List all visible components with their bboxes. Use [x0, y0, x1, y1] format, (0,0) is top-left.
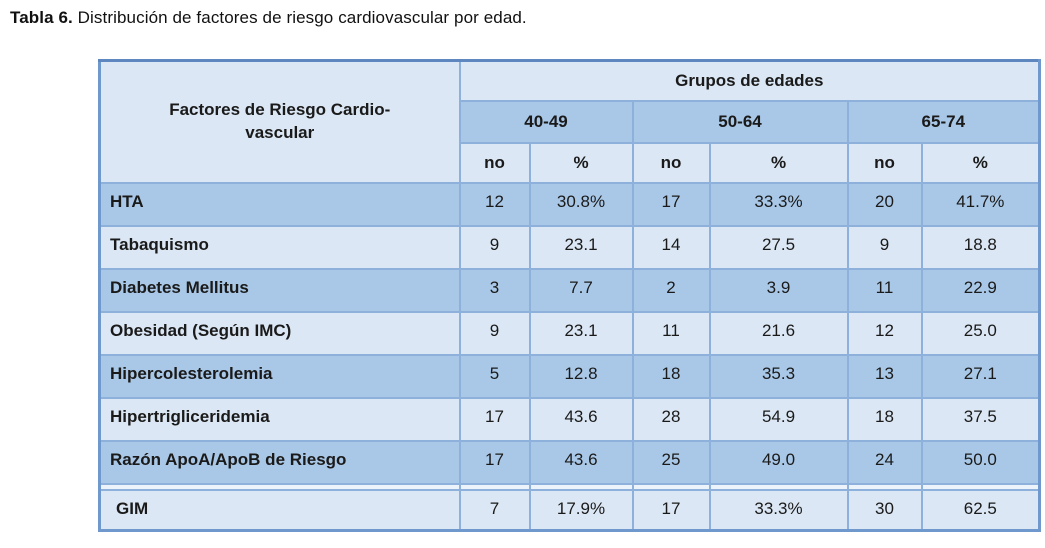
data-cell: 7: [458, 488, 531, 532]
data-cell: 30: [846, 488, 923, 532]
data-cell: 7.7: [528, 267, 634, 313]
data-cell: 17: [458, 396, 531, 442]
data-cell: 18: [631, 353, 711, 399]
row-label: Obesidad (Según IMC): [98, 310, 461, 356]
data-cell: 62.5: [920, 488, 1041, 532]
data-cell: 33.3%: [708, 488, 849, 532]
data-cell: 18.8: [920, 224, 1041, 270]
data-cell: 23.1: [528, 224, 634, 270]
data-cell: 37.5: [920, 396, 1041, 442]
data-cell: 28: [631, 396, 711, 442]
sub-header-pct: %: [708, 141, 849, 184]
data-cell: 41.7%: [920, 181, 1041, 227]
data-cell: 22.9: [920, 267, 1041, 313]
data-cell: 18: [846, 396, 923, 442]
data-cell: 3: [458, 267, 531, 313]
table-caption-number: Tabla 6.: [10, 8, 73, 27]
data-cell: 17: [631, 181, 711, 227]
data-cell: 33.3%: [708, 181, 849, 227]
data-cell: 30.8%: [528, 181, 634, 227]
age-group-40-49: 40-49: [458, 99, 634, 144]
table-row-diabetes: Diabetes Mellitus 3 7.7 2 3.9 11 22.9: [98, 267, 1041, 313]
data-cell: 54.9: [708, 396, 849, 442]
data-cell: 27.1: [920, 353, 1041, 399]
data-cell: 13: [846, 353, 923, 399]
data-cell: 11: [631, 310, 711, 356]
sub-header-no: no: [631, 141, 711, 184]
data-cell: 20: [846, 181, 923, 227]
header-row-sub: no % no % no %: [100, 141, 1041, 184]
factor-column-header: Factores de Riesgo Cardio- vascular: [98, 59, 461, 184]
data-cell: 5: [458, 353, 531, 399]
table-caption-text: Distribución de factores de riesgo cardi…: [77, 8, 527, 27]
data-cell: 14: [631, 224, 711, 270]
factor-header-line1: Factores de Riesgo Cardio-: [169, 99, 391, 119]
age-groups-header: Grupos de edades: [458, 59, 1041, 102]
data-cell: 12: [458, 181, 531, 227]
table-row-obesidad: Obesidad (Según IMC) 9 23.1 11 21.6 12 2…: [98, 310, 1041, 356]
table-row-gim: GIM 7 17.9% 17 33.3% 30 62.5: [98, 488, 1041, 532]
table-row-hipercolesterolemia: Hipercolesterolemia 5 12.8 18 35.3 13 27…: [98, 353, 1041, 399]
data-cell: 49.0: [708, 439, 849, 485]
sub-header-pct: %: [528, 141, 634, 184]
data-cell: 25.0: [920, 310, 1041, 356]
table-caption: Tabla 6. Distribución de factores de rie…: [10, 8, 527, 28]
table-row-hipertrigliceridemia: Hipertrigliceridemia 17 43.6 28 54.9 18 …: [98, 396, 1041, 442]
data-cell: 35.3: [708, 353, 849, 399]
sub-header-no: no: [846, 141, 923, 184]
factor-header-line2: vascular: [245, 122, 315, 142]
data-cell: 12.8: [528, 353, 634, 399]
row-label: HTA: [98, 181, 461, 227]
data-cell: 2: [631, 267, 711, 313]
data-cell: 11: [846, 267, 923, 313]
data-cell: 9: [458, 310, 531, 356]
data-cell: 21.6: [708, 310, 849, 356]
data-cell: 3.9: [708, 267, 849, 313]
header-row-age-groups: 40-49 50-64 65-74: [100, 99, 1041, 144]
age-group-65-74: 65-74: [846, 99, 1041, 144]
sub-header-pct: %: [920, 141, 1041, 184]
data-cell: 24: [846, 439, 923, 485]
data-cell: 25: [631, 439, 711, 485]
row-label: Tabaquismo: [98, 224, 461, 270]
data-cell: 9: [458, 224, 531, 270]
risk-factors-table: Factores de Riesgo Cardio- vascular Grup…: [98, 59, 1042, 532]
header-row-top: Factores de Riesgo Cardio- vascular Grup…: [98, 59, 1041, 184]
row-label: Hipercolesterolemia: [98, 353, 461, 399]
sub-header-no: no: [458, 141, 531, 184]
data-cell: 9: [846, 224, 923, 270]
data-cell: 43.6: [528, 439, 634, 485]
row-label: Diabetes Mellitus: [98, 267, 461, 313]
data-cell: 12: [846, 310, 923, 356]
data-cell: 27.5: [708, 224, 849, 270]
data-cell: 50.0: [920, 439, 1041, 485]
data-cell: 23.1: [528, 310, 634, 356]
data-cell: 17: [458, 439, 531, 485]
data-cell: 17: [631, 488, 711, 532]
data-cell: 43.6: [528, 396, 634, 442]
table-row-razon-apoa-apob: Razón ApoA/ApoB de Riesgo 17 43.6 25 49.…: [98, 439, 1041, 485]
row-separator: [98, 482, 1041, 491]
table-row-hta: HTA 12 30.8% 17 33.3% 20 41.7%: [98, 181, 1041, 227]
age-group-50-64: 50-64: [631, 99, 849, 144]
row-label: GIM: [98, 488, 461, 532]
row-label: Razón ApoA/ApoB de Riesgo: [98, 439, 461, 485]
data-cell: 17.9%: [528, 488, 634, 532]
row-label: Hipertrigliceridemia: [98, 396, 461, 442]
table-row-tabaquismo: Tabaquismo 9 23.1 14 27.5 9 18.8: [98, 224, 1041, 270]
